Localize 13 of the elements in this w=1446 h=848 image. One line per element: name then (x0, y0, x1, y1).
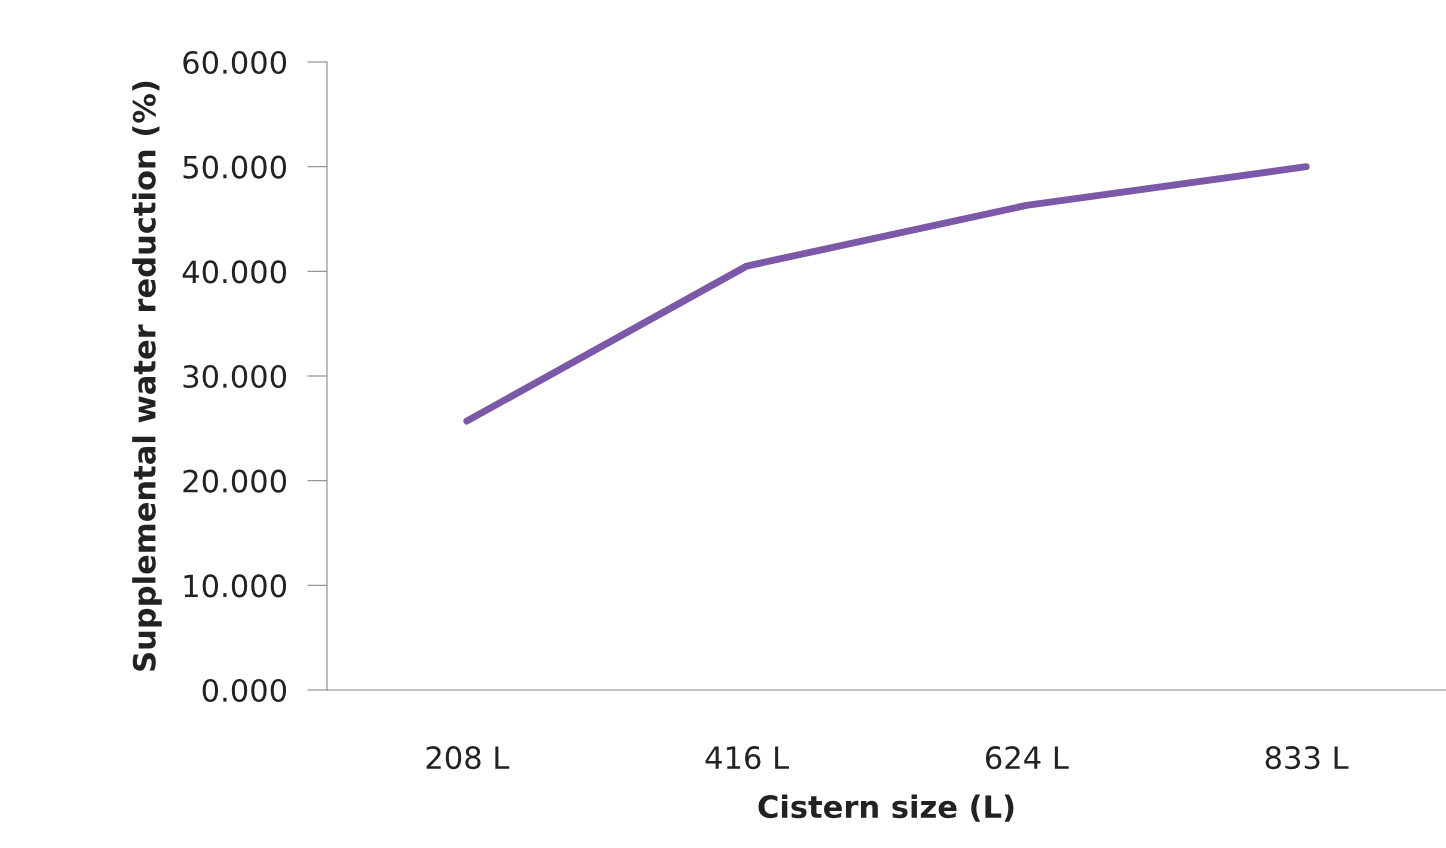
y-tick-label: 30.000 (183, 364, 287, 389)
y-tick-label: 20.000 (183, 469, 287, 493)
y-axis-title: Supplemental water reduction (%) (132, 81, 162, 671)
y-tick-label: 40.000 (182, 260, 287, 284)
y-tick-label: 10.000 (184, 574, 287, 598)
x-tick-label: 416 L (705, 746, 789, 770)
x-axis-title: Cistern size (L) (758, 794, 1014, 822)
y-tick-label: 60.000 (183, 50, 287, 75)
y-tick-label: 0.000 (202, 678, 287, 703)
y-tick-label: 50.000 (183, 155, 287, 179)
x-tick-label: 833 L (1265, 746, 1349, 770)
x-tick-label: 624 L (985, 746, 1069, 770)
x-tick-label: 208 L (426, 746, 510, 770)
